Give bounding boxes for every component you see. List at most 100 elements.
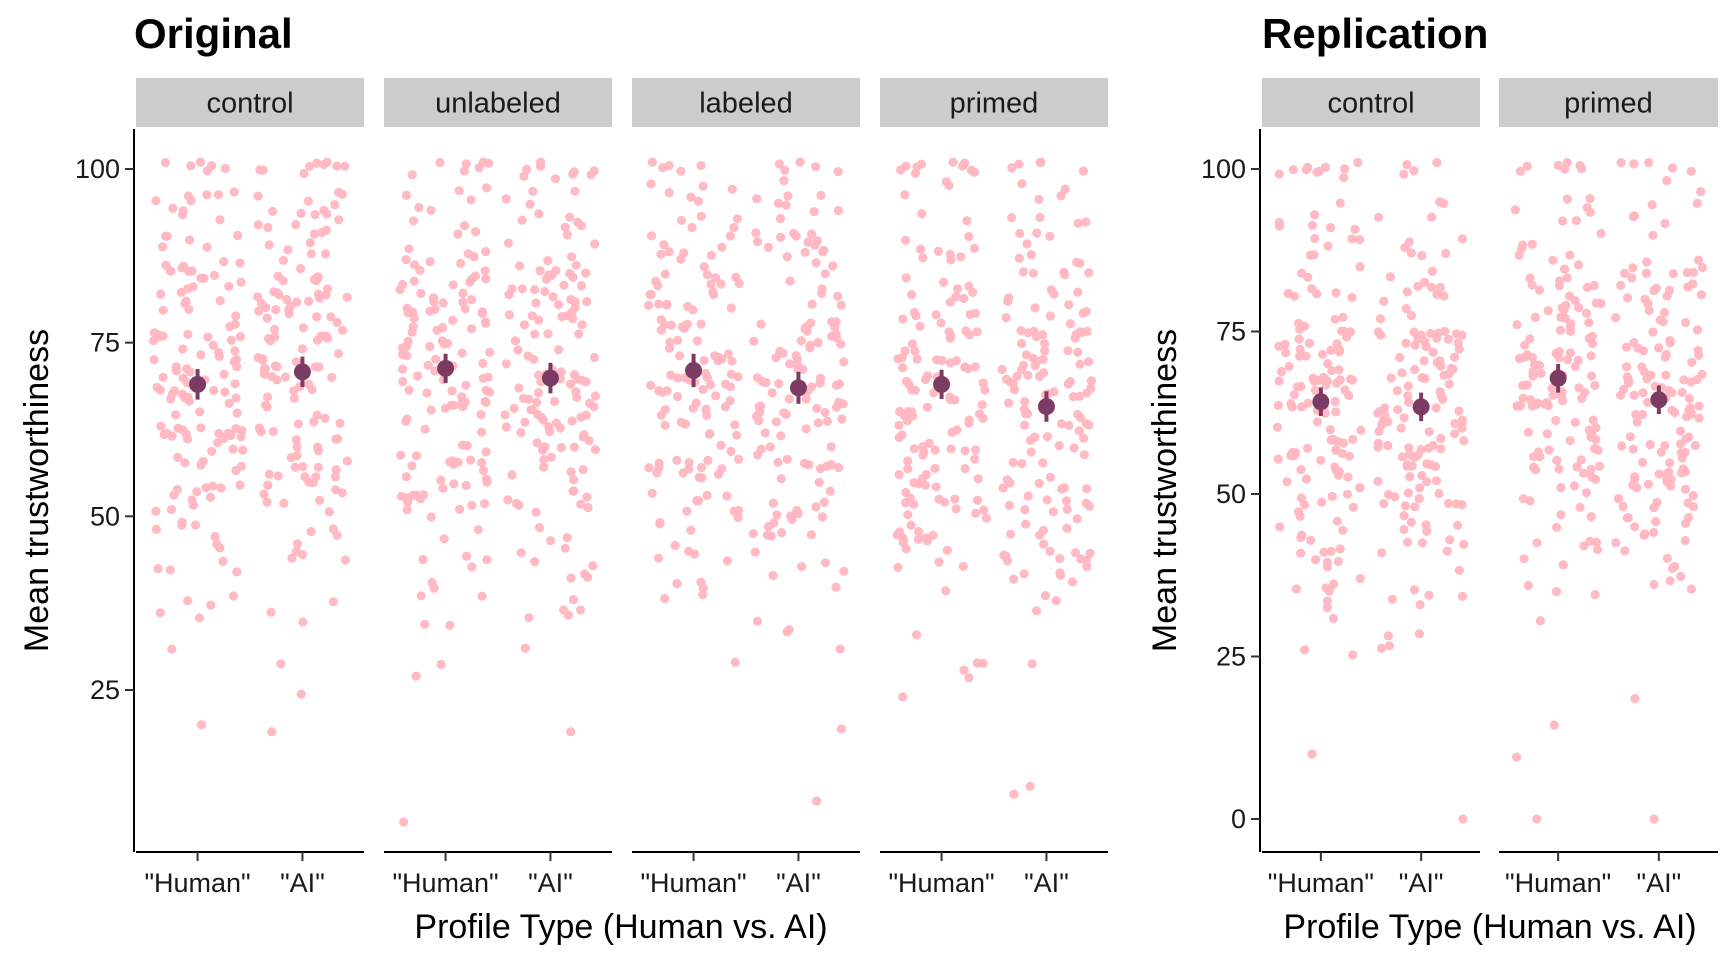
facet-panel-unlabeled: unlabeled "Human" "AI" [384,78,612,898]
data-point [1688,491,1698,501]
data-point [333,434,343,444]
data-point [1428,440,1438,450]
data-point [449,400,459,410]
data-point [1014,159,1024,169]
data-point [471,227,481,237]
data-point [532,438,542,448]
data-point [1575,161,1585,171]
data-point [924,438,934,448]
data-point [1040,346,1050,356]
data-point [1658,317,1668,327]
y-tick-label: 0 [1231,804,1246,834]
data-point [998,483,1008,493]
data-point [309,229,319,239]
data-point [568,595,579,605]
data-point [1675,426,1686,436]
data-point [932,355,942,365]
data-point [401,190,412,200]
data-point [782,454,792,464]
data-point [1522,161,1532,171]
data-point [1084,357,1094,367]
data-point [1457,415,1467,425]
data-point [1064,300,1074,310]
data-point [907,339,918,349]
data-point [1662,176,1672,186]
data-point [1316,455,1326,465]
data-point [1676,448,1686,458]
data-point [1274,341,1284,351]
data-point [1649,579,1659,590]
data-point [1069,443,1079,453]
data-point [1307,220,1318,230]
data-point [1621,342,1631,352]
data-point [162,231,172,241]
data-point [1523,427,1533,437]
data-point [1045,231,1055,241]
data-point [196,350,206,360]
data-point [511,498,521,508]
data-point [229,357,239,367]
data-point [701,404,711,414]
data-point [333,349,344,359]
data-point [1015,228,1025,238]
data-point [457,348,467,358]
data-point [730,657,740,667]
data-point [238,445,248,455]
data-point [1062,523,1072,534]
data-point [706,250,717,260]
data-point [978,378,988,388]
data-point [290,462,300,472]
data-point [1575,502,1585,512]
data-point [1685,403,1695,413]
data-point [267,727,277,737]
data-point [413,371,423,381]
data-point [321,290,331,300]
data-point [437,336,447,346]
data-point [457,397,467,407]
data-point [1032,228,1042,238]
data-point [342,456,352,466]
point-cloud [892,157,992,702]
x-axis-title: Profile Type (Human vs. AI) [414,908,827,946]
data-point [1330,462,1340,472]
data-point [330,200,340,210]
data-point [1451,329,1461,339]
data-point [1562,194,1572,204]
data-point [893,562,903,573]
data-point [1519,554,1529,564]
mean-point [293,363,311,381]
data-point [1556,510,1566,520]
data-point [696,211,706,221]
data-point [1026,250,1036,260]
data-point [465,455,476,465]
data-point [291,435,301,445]
data-point [167,644,177,654]
data-point [1434,488,1444,499]
data-point [1273,400,1283,411]
data-point [460,221,470,231]
data-point [1071,548,1081,558]
data-point [327,372,337,382]
data-point [1623,293,1633,303]
data-point [646,380,656,390]
data-point [761,377,771,388]
data-point [306,527,316,537]
data-point [192,487,202,497]
data-point [837,414,847,424]
data-point [226,430,236,440]
data-point [1337,448,1348,459]
data-point [590,391,601,401]
data-point [268,206,278,216]
data-point [1321,583,1331,593]
data-point [1409,166,1419,176]
data-point [286,453,296,463]
data-point [1681,317,1691,328]
data-point [1417,470,1427,481]
data-point [684,546,694,556]
data-point [438,483,448,493]
data-point [920,480,931,490]
data-point [1532,538,1542,548]
data-point [1082,484,1092,494]
data-point [1667,405,1677,415]
data-point [676,215,687,225]
